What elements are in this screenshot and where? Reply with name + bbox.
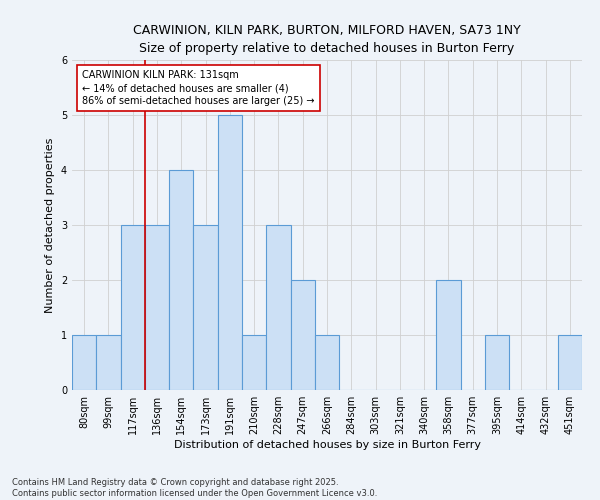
Bar <box>266 225 290 390</box>
Bar <box>169 170 193 390</box>
Text: CARWINION KILN PARK: 131sqm
← 14% of detached houses are smaller (4)
86% of semi: CARWINION KILN PARK: 131sqm ← 14% of det… <box>82 70 314 106</box>
Bar <box>72 335 96 390</box>
Bar <box>218 115 242 390</box>
Title: CARWINION, KILN PARK, BURTON, MILFORD HAVEN, SA73 1NY
Size of property relative : CARWINION, KILN PARK, BURTON, MILFORD HA… <box>133 24 521 54</box>
X-axis label: Distribution of detached houses by size in Burton Ferry: Distribution of detached houses by size … <box>173 440 481 450</box>
Text: Contains HM Land Registry data © Crown copyright and database right 2025.
Contai: Contains HM Land Registry data © Crown c… <box>12 478 377 498</box>
Bar <box>485 335 509 390</box>
Bar <box>436 280 461 390</box>
Bar <box>121 225 145 390</box>
Bar <box>558 335 582 390</box>
Bar <box>145 225 169 390</box>
Y-axis label: Number of detached properties: Number of detached properties <box>46 138 55 312</box>
Bar <box>242 335 266 390</box>
Bar <box>315 335 339 390</box>
Bar <box>290 280 315 390</box>
Bar <box>193 225 218 390</box>
Bar <box>96 335 121 390</box>
